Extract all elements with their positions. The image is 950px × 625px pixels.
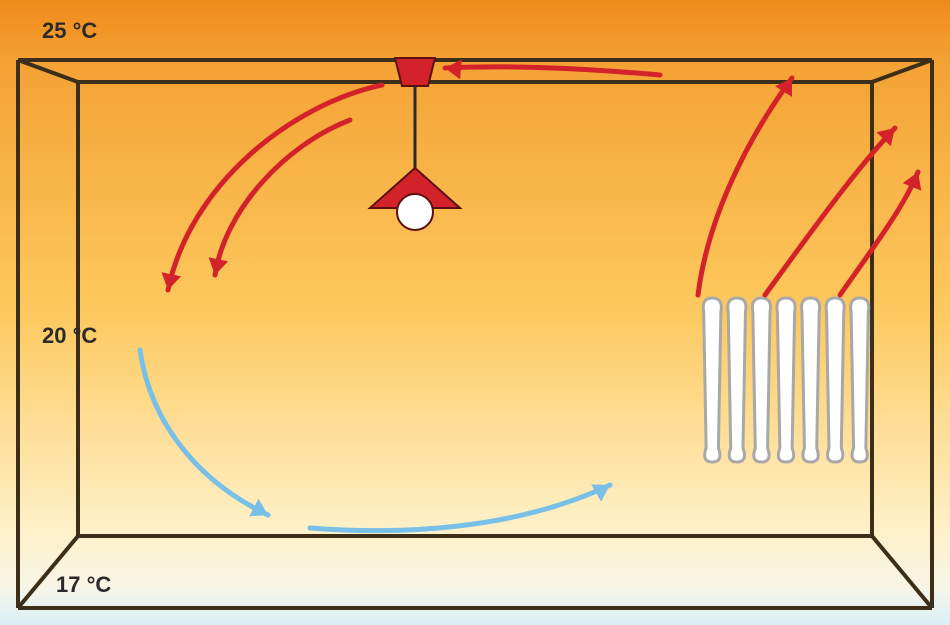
temp-top-label: 25 °C — [42, 18, 97, 44]
temp-middle-label: 20 °C — [42, 323, 97, 349]
lamp-ceiling-mount — [395, 58, 435, 86]
temp-bottom-label: 17 °C — [56, 572, 111, 598]
lamp-bulb — [397, 194, 433, 230]
diagram-canvas: 25 °C 20 °C 17 °C — [0, 0, 950, 625]
radiator-column — [777, 298, 795, 462]
radiator-column — [802, 298, 820, 462]
diagram-svg — [0, 0, 950, 625]
radiator-column — [752, 298, 770, 462]
radiator-column — [703, 298, 721, 462]
radiator-column — [826, 298, 844, 462]
radiator-column — [728, 298, 746, 462]
radiator-column — [851, 298, 869, 462]
